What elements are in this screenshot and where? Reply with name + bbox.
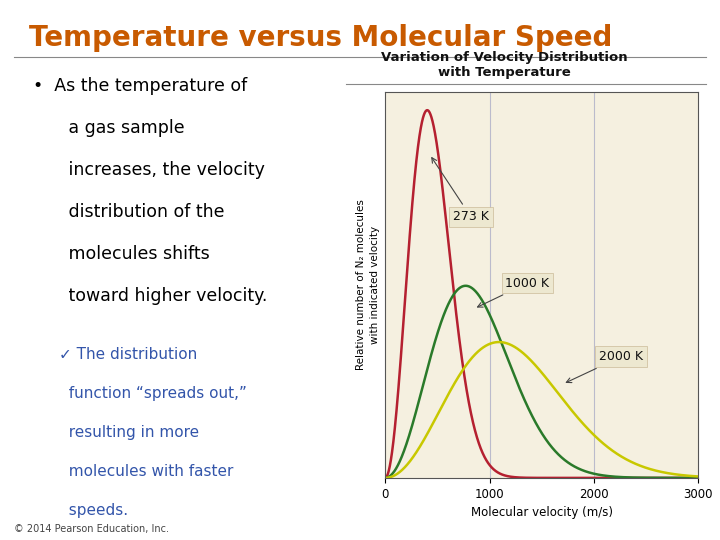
Text: molecules shifts: molecules shifts xyxy=(53,245,210,264)
Text: function “spreads out,”: function “spreads out,” xyxy=(59,386,247,401)
Text: Variation of Velocity Distribution
with Temperature: Variation of Velocity Distribution with … xyxy=(381,51,627,79)
Text: toward higher velocity.: toward higher velocity. xyxy=(53,287,268,306)
Text: ✓ The distribution: ✓ The distribution xyxy=(59,347,197,362)
X-axis label: Molecular velocity (m/s): Molecular velocity (m/s) xyxy=(471,506,613,519)
Text: a gas sample: a gas sample xyxy=(53,119,185,137)
Text: 273 K: 273 K xyxy=(432,158,489,224)
Text: 1000 K: 1000 K xyxy=(477,276,549,307)
Text: Temperature versus Molecular Speed: Temperature versus Molecular Speed xyxy=(29,24,612,52)
Text: molecules with faster: molecules with faster xyxy=(59,464,233,479)
Text: speeds.: speeds. xyxy=(59,503,128,518)
Text: resulting in more: resulting in more xyxy=(59,425,199,440)
Text: increases, the velocity: increases, the velocity xyxy=(53,161,265,179)
Text: © 2014 Pearson Education, Inc.: © 2014 Pearson Education, Inc. xyxy=(14,523,169,534)
Y-axis label: Relative number of N₂ molecules
with indicated velocity: Relative number of N₂ molecules with ind… xyxy=(356,199,379,370)
Text: •  As the temperature of: • As the temperature of xyxy=(33,77,248,95)
Text: distribution of the: distribution of the xyxy=(53,204,225,221)
Text: 2000 K: 2000 K xyxy=(567,350,643,382)
